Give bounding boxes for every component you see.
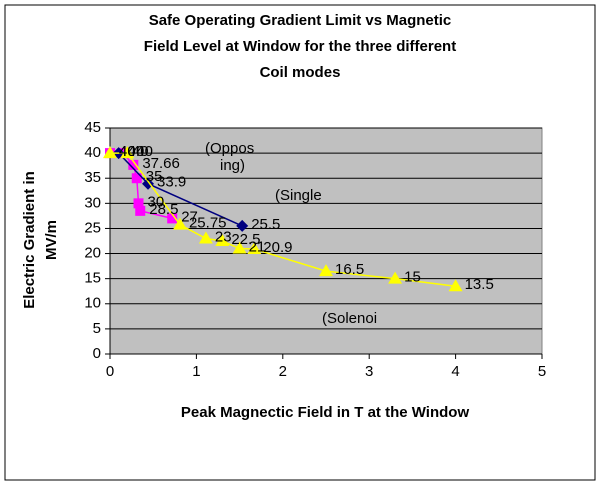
y-axis-title: Electric Gradient in bbox=[21, 171, 38, 309]
annotation: (Solenoi bbox=[322, 310, 377, 327]
y-tick-label: 5 bbox=[93, 320, 101, 337]
marker bbox=[388, 271, 403, 284]
data-label: 33.9 bbox=[157, 174, 186, 191]
chart-title: Safe Operating Gradient Limit vs Magneti… bbox=[149, 12, 452, 29]
marker bbox=[232, 241, 247, 254]
annotation: ing) bbox=[220, 157, 245, 174]
marker bbox=[167, 213, 178, 224]
data-label: 27 bbox=[181, 208, 198, 225]
y-tick-label: 40 bbox=[84, 144, 101, 161]
data-label: 40 bbox=[136, 143, 153, 160]
data-label: 23 bbox=[215, 228, 232, 245]
data-label: 35 bbox=[146, 168, 163, 185]
x-tick-label: 4 bbox=[451, 363, 459, 380]
series-line bbox=[110, 152, 456, 287]
data-label: 15 bbox=[404, 269, 421, 286]
y-tick-label: 45 bbox=[84, 119, 101, 136]
data-label: 22.5 bbox=[231, 231, 260, 248]
y-tick-label: 0 bbox=[93, 345, 101, 362]
chart-title: Field Level at Window for the three diff… bbox=[144, 38, 456, 55]
marker bbox=[319, 264, 333, 277]
y-tick-label: 15 bbox=[84, 270, 101, 287]
x-tick-label: 5 bbox=[538, 363, 546, 380]
marker bbox=[215, 234, 230, 246]
data-label: 25.75 bbox=[189, 215, 227, 232]
marker bbox=[247, 242, 262, 255]
marker bbox=[120, 146, 135, 159]
marker bbox=[131, 173, 142, 184]
data-label: 40 bbox=[128, 143, 145, 160]
marker bbox=[448, 279, 463, 292]
data-label: 40 bbox=[119, 143, 136, 160]
plot-area bbox=[109, 127, 543, 355]
y-axis-title: MV/m bbox=[43, 220, 60, 260]
annotation: (Oppos bbox=[205, 140, 254, 157]
marker bbox=[198, 231, 213, 244]
marker bbox=[103, 146, 117, 159]
data-label: 37.66 bbox=[142, 155, 180, 172]
data-label: 13.5 bbox=[465, 276, 494, 293]
data-label: 16.5 bbox=[335, 261, 364, 278]
marker bbox=[172, 217, 187, 230]
chart-title: Coil modes bbox=[260, 64, 341, 81]
y-tick-label: 25 bbox=[84, 219, 101, 236]
marker bbox=[135, 205, 146, 216]
data-label: 40 bbox=[119, 143, 136, 160]
x-tick-label: 1 bbox=[192, 363, 200, 380]
marker bbox=[142, 177, 155, 190]
x-tick-label: 3 bbox=[365, 363, 373, 380]
x-tick-label: 0 bbox=[106, 363, 114, 380]
data-label: 20.9 bbox=[263, 239, 292, 256]
data-label: 40 bbox=[132, 143, 149, 160]
data-label: 30 bbox=[148, 193, 165, 210]
annotation: (Single bbox=[275, 187, 322, 204]
data-label: 25.5 bbox=[251, 216, 280, 233]
marker bbox=[133, 198, 144, 209]
x-tick-label: 2 bbox=[279, 363, 287, 380]
y-tick-label: 20 bbox=[84, 245, 101, 262]
marker bbox=[128, 159, 139, 170]
x-axis-title: Peak Magnectic Field in T at the Window bbox=[181, 404, 470, 421]
data-label: 21 bbox=[249, 239, 266, 256]
marker bbox=[236, 219, 249, 232]
y-tick-label: 30 bbox=[84, 194, 101, 211]
y-tick-label: 10 bbox=[84, 295, 101, 312]
y-tick-label: 35 bbox=[84, 169, 101, 186]
data-label: 28.5 bbox=[149, 201, 178, 218]
